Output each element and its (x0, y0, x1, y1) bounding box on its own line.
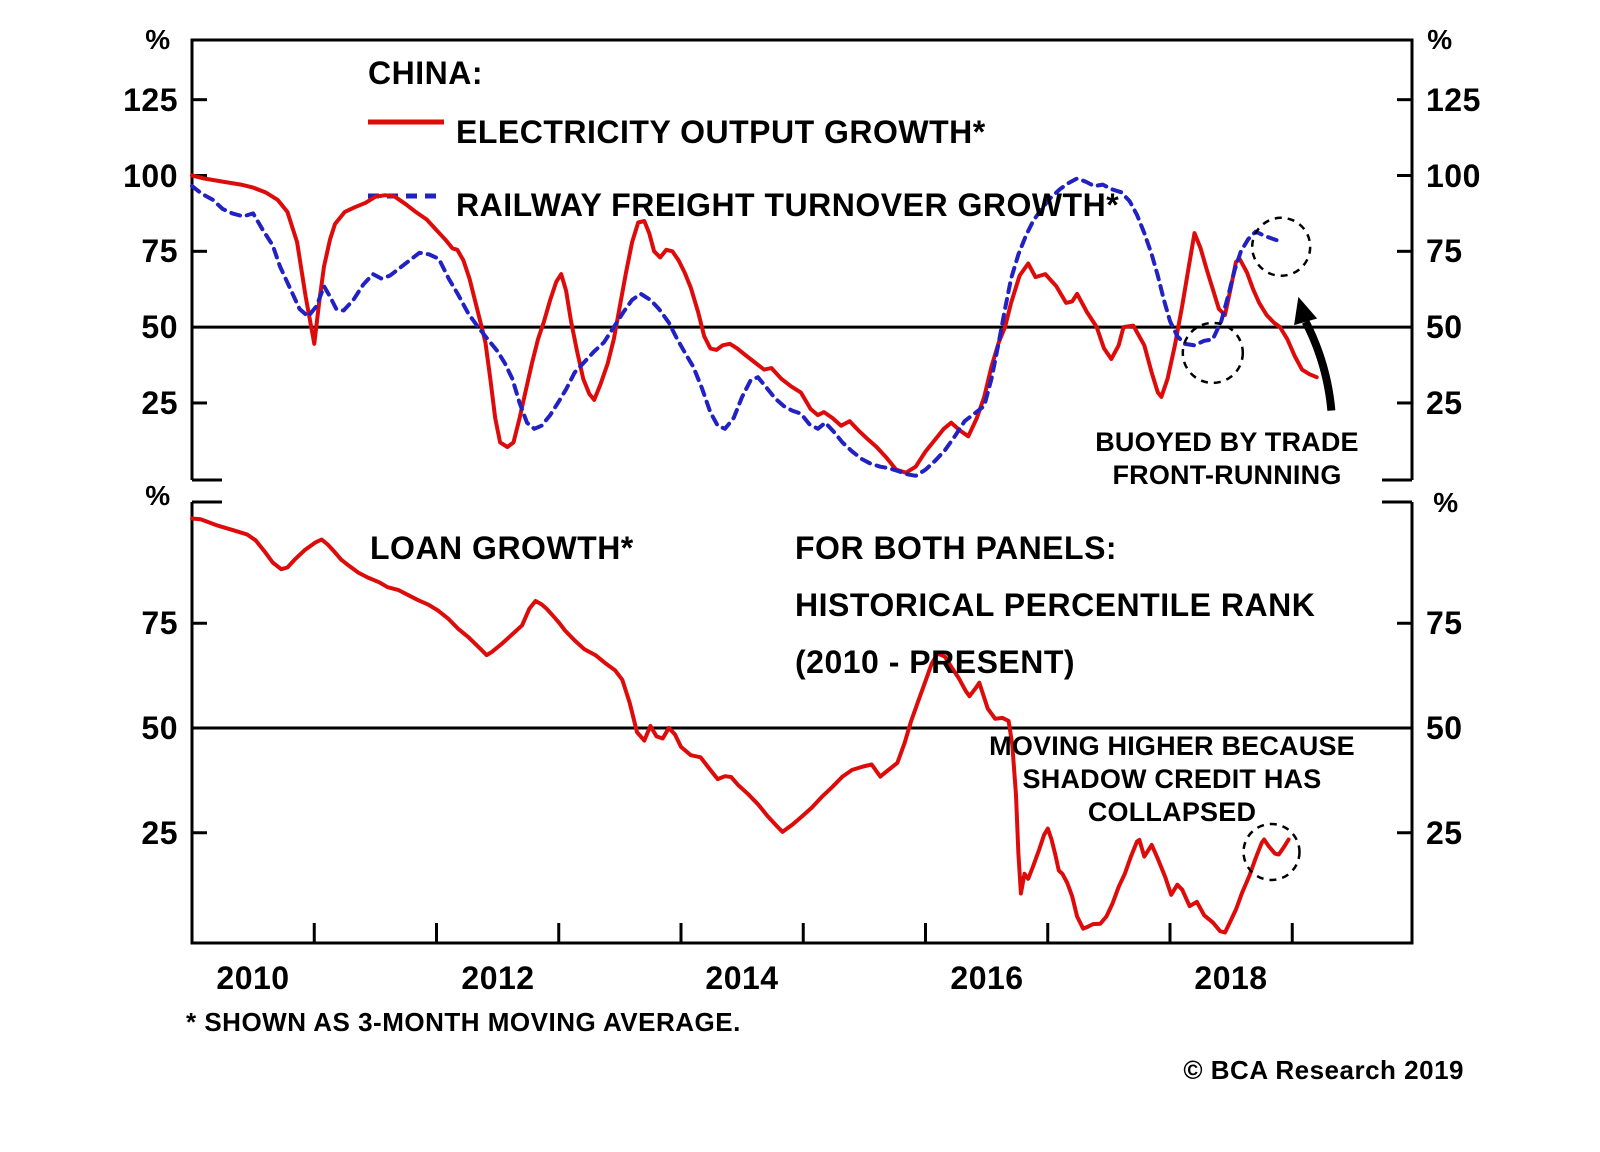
footnote: * SHOWN AS 3-MONTH MOVING AVERAGE. (186, 1007, 741, 1037)
legend-heading: CHINA: (368, 55, 483, 91)
top-ytick-label-right-75: 75 (1426, 233, 1463, 269)
top-ytick-label-right-25: 25 (1426, 385, 1463, 421)
percent-label-bottom-right: % (1433, 487, 1459, 518)
moving-higher-annotation: MOVING HIGHER BECAUSE SHADOW CREDIT HAS … (989, 730, 1355, 829)
bottom-ytick-label-right-25: 25 (1426, 815, 1463, 851)
top-ytick-label-right-50: 50 (1426, 309, 1463, 345)
year-label-2014: 2014 (705, 960, 779, 996)
moving-line-3: COLLAPSED (1087, 797, 1257, 827)
annotation-circle-bottom-0 (1242, 822, 1301, 882)
top-ytick-label-left-125: 125 (123, 82, 178, 118)
bottom-ytick-label-left-50: 50 (141, 710, 178, 746)
buoyed-annotation: BUOYED BY TRADE FRONT-RUNNING (1095, 426, 1359, 492)
top-panel-frame (190, 38, 1414, 482)
year-label-2010: 2010 (216, 960, 290, 996)
series-layer (190, 173, 1319, 935)
both-panels-note: FOR BOTH PANELS: HISTORICAL PERCENTILE R… (795, 520, 1315, 691)
legend-entry-railway: RAILWAY FREIGHT TURNOVER GROWTH* (456, 187, 1120, 223)
both-panels-line-3: (2010 - PRESENT) (795, 644, 1076, 680)
moving-line-1: MOVING HIGHER BECAUSE (989, 731, 1355, 761)
annotation-circle-top-1 (1181, 321, 1245, 385)
annotation-marker-layer (1181, 216, 1336, 882)
loan-growth-label: LOAN GROWTH* (370, 530, 634, 566)
year-label-2016: 2016 (950, 960, 1024, 996)
top-ytick-label-right-100: 100 (1426, 158, 1481, 194)
bottom-ytick-label-left-25: 25 (141, 815, 178, 851)
series-top-1 (190, 176, 1285, 478)
top-ytick-label-right-125: 125 (1426, 82, 1481, 118)
top-ytick-label-left-25: 25 (141, 385, 178, 421)
axes-layer (192, 98, 1412, 943)
annotation-arrow-shaft (1302, 319, 1336, 411)
top-ytick-label-left-50: 50 (141, 309, 178, 345)
series-top-0 (190, 173, 1319, 475)
buoyed-line-2: FRONT-RUNNING (1112, 460, 1342, 490)
bottom-ytick-label-right-75: 75 (1426, 605, 1463, 641)
series-bottom-0 (190, 516, 1291, 935)
bottom-ytick-label-left-75: 75 (141, 605, 178, 641)
both-panels-line-2: HISTORICAL PERCENTILE RANK (795, 587, 1316, 623)
top-ytick-label-left-75: 75 (141, 233, 178, 269)
annotation-circle-top-0 (1250, 216, 1312, 278)
annotation-arrow-head (1294, 296, 1318, 326)
legend-entry-electricity: ELECTRICITY OUTPUT GROWTH* (456, 114, 986, 150)
year-label-2012: 2012 (461, 960, 535, 996)
moving-line-2: SHADOW CREDIT HAS (1022, 764, 1322, 794)
copyright: © BCA Research 2019 (1183, 1055, 1464, 1085)
top-ytick-label-left-100: 100 (123, 158, 178, 194)
bottom-ytick-label-right-50: 50 (1426, 710, 1463, 746)
percent-label-top-left: % (145, 24, 171, 55)
both-panels-line-1: FOR BOTH PANELS: (795, 530, 1118, 566)
buoyed-line-1: BUOYED BY TRADE (1095, 427, 1359, 457)
percent-label-top-right: % (1427, 24, 1453, 55)
percent-label-bottom-left: % (145, 480, 171, 511)
year-label-2018: 2018 (1194, 960, 1268, 996)
